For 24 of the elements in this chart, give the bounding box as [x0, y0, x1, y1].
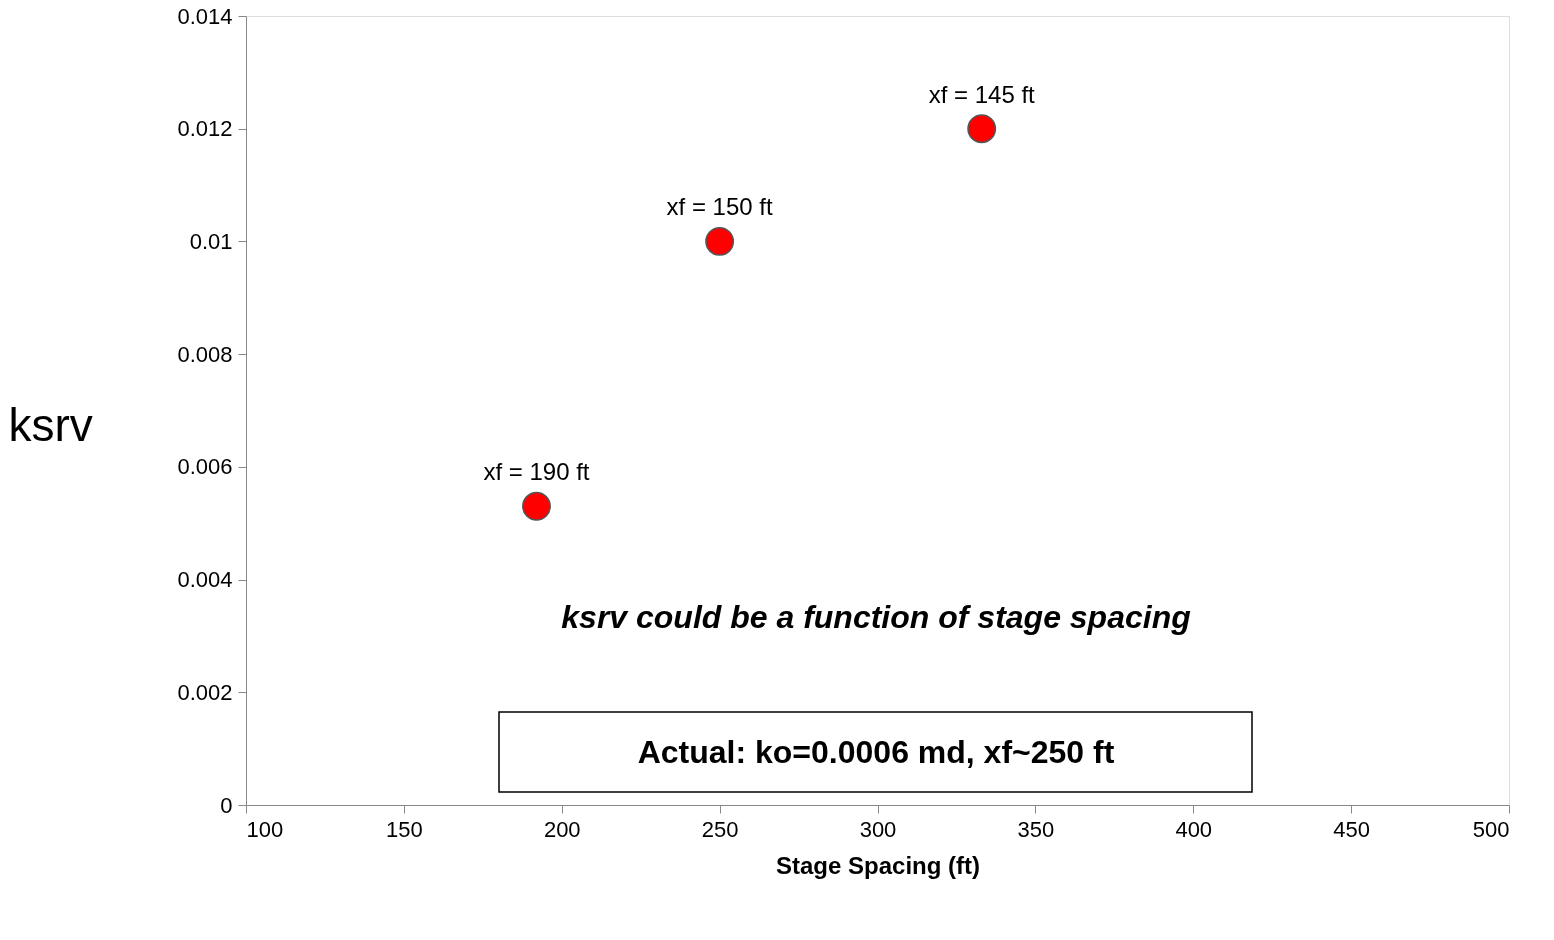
x-axis-title: Stage Spacing (ft) [775, 851, 981, 879]
y-tick-label: 0.014 [177, 3, 233, 29]
x-tick-label: 350 [1017, 816, 1055, 842]
x-tick-label: 250 [701, 816, 739, 842]
x-tick-label: 100 [246, 816, 284, 842]
y-tick-label: 0.002 [177, 679, 233, 705]
x-tick-label: 200 [543, 816, 581, 842]
y-axis-title: ksrv [8, 398, 93, 451]
y-tick-label: 0.008 [177, 341, 233, 367]
y-tick-label: 0.004 [177, 567, 233, 593]
annotation: Actual: ko=0.0006 md, xf~250 ft [637, 734, 1115, 770]
x-tick-label: 500 [1472, 816, 1510, 842]
y-tick-label: 0.012 [177, 116, 233, 142]
x-tick-label: 300 [859, 816, 897, 842]
y-tick-label: 0.006 [177, 454, 233, 480]
x-tick-label: 450 [1333, 816, 1370, 842]
x-tick-label: 150 [386, 816, 423, 842]
annotation: xf = 150 ft [666, 193, 773, 221]
annotation: xf = 190 ft [483, 458, 590, 486]
y-tick-label: 0.01 [189, 228, 233, 254]
y-tick-label: 0 [220, 792, 233, 818]
annotation: ksrv could be a function of stage spacing [561, 599, 1191, 635]
x-tick-label: 400 [1175, 816, 1213, 842]
annotation: xf = 145 ft [928, 80, 1036, 108]
